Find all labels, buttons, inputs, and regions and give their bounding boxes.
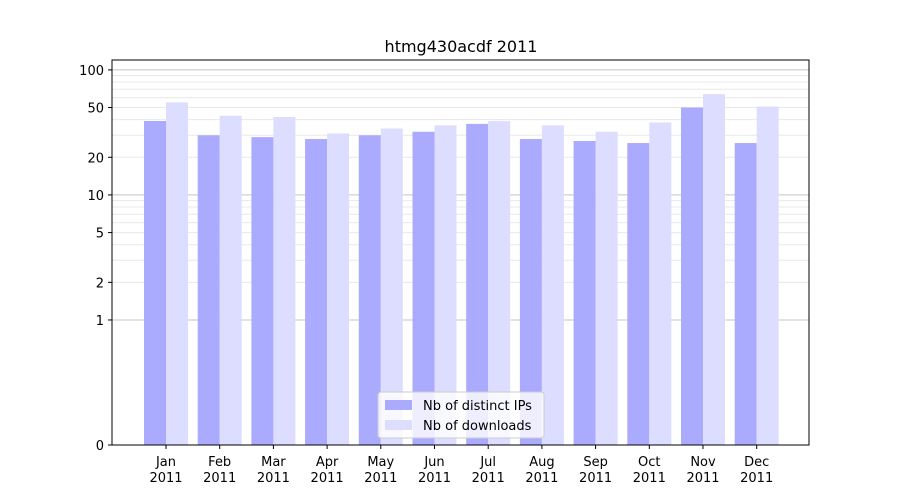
x-tick-label: Jun — [423, 455, 444, 470]
bar — [305, 139, 328, 445]
x-tick-year-label: 2011 — [633, 471, 666, 486]
bar — [327, 133, 350, 445]
x-tick-year-label: 2011 — [203, 471, 236, 486]
x-tick-label: Mar — [261, 455, 286, 470]
bar — [197, 135, 220, 445]
legend-swatch — [385, 420, 412, 430]
bar — [681, 107, 703, 446]
x-tick-year-label: 2011 — [311, 471, 344, 486]
bar — [649, 122, 672, 445]
x-tick-label: Aug — [529, 455, 554, 470]
x-tick-year-label: 2011 — [418, 471, 451, 486]
bar — [756, 106, 779, 445]
bar — [358, 135, 381, 445]
x-tick-label: Jul — [479, 455, 496, 470]
x-tick-label: Nov — [690, 455, 716, 470]
bar — [466, 123, 489, 445]
bar — [144, 121, 166, 446]
y-tick-label: 2 — [96, 276, 104, 291]
x-tick-label: May — [367, 455, 394, 470]
x-axis: Jan2011Feb2011Mar2011Apr2011May2011Jun20… — [149, 445, 773, 486]
bar — [219, 115, 242, 445]
bar — [412, 131, 435, 445]
y-tick-label: 20 — [87, 151, 104, 166]
x-tick-label: Apr — [316, 455, 339, 470]
legend: Nb of distinct IPs Nb of downloads — [377, 391, 545, 439]
x-tick-label: Jan — [155, 455, 176, 470]
x-tick-year-label: 2011 — [364, 471, 397, 486]
y-tick-label: 1 — [96, 314, 104, 329]
x-tick-label: Dec — [744, 455, 769, 470]
chart-title: htmg430acdf 2011 — [385, 37, 538, 56]
x-tick-year-label: 2011 — [525, 471, 558, 486]
y-axis: 0 1 2 5 10 20 50 100 — [79, 64, 112, 454]
legend-swatch — [385, 400, 412, 410]
legend-label: Nb of distinct IPs — [423, 399, 532, 414]
bar — [595, 131, 618, 445]
plot-frame — [111, 59, 810, 446]
bar — [273, 117, 296, 445]
y-tick-label: 100 — [79, 64, 104, 79]
y-tick-label: 10 — [87, 189, 104, 204]
y-tick-label: 50 — [87, 102, 104, 117]
bar — [434, 125, 457, 445]
bar — [519, 139, 542, 445]
x-tick-label: Sep — [583, 455, 608, 470]
x-tick-label: Feb — [208, 455, 231, 470]
bar — [573, 140, 596, 445]
bar — [703, 94, 725, 446]
legend-label: Nb of downloads — [423, 419, 532, 434]
x-tick-year-label: 2011 — [257, 471, 290, 486]
bar — [488, 121, 511, 446]
bar — [166, 102, 188, 445]
bar — [380, 128, 403, 445]
x-tick-year-label: 2011 — [740, 471, 773, 486]
bar — [734, 143, 757, 445]
legend-box — [377, 391, 545, 439]
x-tick-year-label: 2011 — [686, 471, 719, 486]
x-tick-year-label: 2011 — [579, 471, 612, 486]
x-tick-year-label: 2011 — [472, 471, 505, 486]
y-tick-label: 5 — [96, 227, 104, 242]
bar — [251, 137, 274, 445]
bars — [144, 94, 779, 446]
x-tick-label: Oct — [638, 455, 660, 470]
bar — [541, 125, 564, 445]
y-tick-label: 0 — [96, 439, 104, 454]
bar — [627, 143, 650, 445]
x-tick-year-label: 2011 — [149, 471, 182, 486]
